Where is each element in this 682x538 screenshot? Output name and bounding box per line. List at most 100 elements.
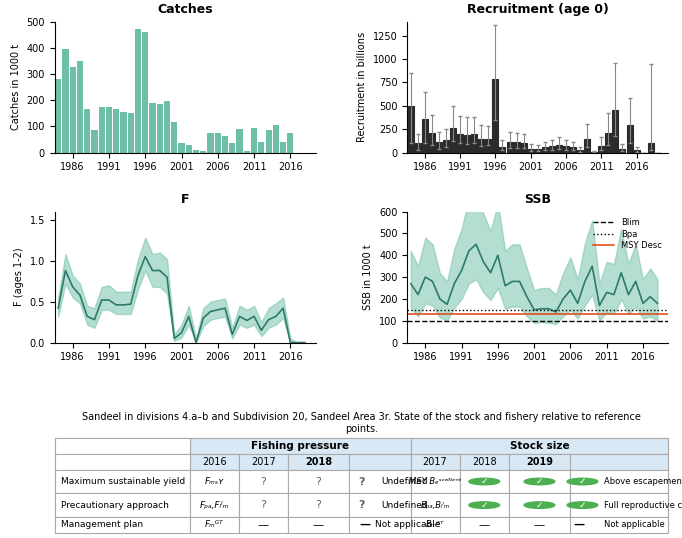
Title: F: F [181,193,190,206]
Text: —: — [313,520,324,530]
Text: Management plan: Management plan [61,520,143,529]
Bar [84,109,90,153]
Bar [135,30,141,153]
Bar [460,493,509,517]
Text: —: — [258,520,269,530]
Bar [222,136,228,153]
Bar [239,454,288,470]
Bar [460,454,509,470]
Bar [549,146,555,153]
Bar [436,142,442,153]
Bar [190,454,239,470]
Y-axis label: SSB in 1000 t: SSB in 1000 t [364,244,373,310]
Text: ✓: ✓ [579,500,586,509]
Bar [258,142,265,153]
Text: ✓: ✓ [579,477,586,486]
Text: ✓: ✓ [536,500,543,509]
Bar [237,129,243,153]
Text: Sandeel in divisions 4.a–b and Subdivision 20, Sandeel Area 3r. State of the sto: Sandeel in divisions 4.a–b and Subdivisi… [82,412,641,434]
Bar [570,454,668,470]
Bar [265,130,271,153]
Bar [288,493,349,517]
Bar [460,470,509,493]
Bar [280,142,286,153]
Bar [598,146,604,153]
Text: ✓: ✓ [481,500,488,509]
Bar [542,147,548,153]
Text: —: — [359,520,370,530]
Bar [243,151,250,153]
Bar [190,438,411,454]
Bar [106,107,112,153]
Text: Maximum sustainable yield: Maximum sustainable yield [61,477,185,486]
Bar [478,139,484,153]
Title: Catches: Catches [158,3,213,16]
Bar [55,517,190,533]
Bar [349,454,411,470]
Bar [128,114,134,153]
Bar [121,112,127,153]
Bar [421,119,428,153]
Bar [411,493,460,517]
Bar [464,135,470,153]
Bar [411,438,668,454]
Bar [239,470,288,493]
Bar [164,102,170,153]
Text: Undefined: Undefined [381,500,428,509]
Text: Above escapement: Above escapement [604,477,682,486]
Bar [408,106,414,153]
Bar [509,454,570,470]
Bar [619,149,625,153]
Y-axis label: Catches in 1000 t: Catches in 1000 t [11,44,20,130]
Bar [492,79,499,153]
Bar [486,139,491,153]
Text: Bₘᴳᵀ: Bₘᴳᵀ [426,520,444,529]
Bar [563,146,569,153]
Circle shape [469,502,499,508]
Text: —: — [479,520,490,530]
Bar [509,517,570,533]
Bar [411,454,460,470]
Text: ✓: ✓ [536,477,543,486]
Bar [634,150,640,153]
Legend: Blim, Bpa, MSY Desc: Blim, Bpa, MSY Desc [591,216,664,253]
Circle shape [567,502,597,508]
Text: 2018: 2018 [472,457,496,467]
Bar [190,470,239,493]
Bar [190,517,239,533]
Bar [528,149,534,153]
Text: Fₘₛʏ: Fₘₛʏ [205,477,224,486]
Text: Full reproductive capacity: Full reproductive capacity [604,500,682,509]
Bar [186,145,192,153]
Bar [55,470,190,493]
Text: Fₚₐ,Fₗᴵₘ: Fₚₐ,Fₗᴵₘ [200,500,228,509]
Bar [443,140,449,153]
Bar [648,143,654,153]
Bar [520,143,527,153]
Bar [429,133,435,153]
Bar [239,517,288,533]
Bar [55,438,190,454]
Bar [251,128,257,153]
Bar [415,143,421,153]
Text: ?: ? [261,477,266,486]
Bar [460,517,509,533]
Bar [535,150,541,153]
Text: Not applicable: Not applicable [604,520,665,529]
Bar [499,147,505,153]
Bar [288,517,349,533]
Bar [193,150,199,153]
Bar [77,61,83,153]
Text: ?: ? [358,477,365,486]
Bar [606,133,611,153]
Text: 2017: 2017 [423,457,447,467]
Bar [584,139,590,153]
Text: Stock size: Stock size [509,441,569,451]
Bar [570,470,668,493]
Title: SSB: SSB [524,193,551,206]
Bar [288,454,349,470]
Text: Fₘᴳᵀ: Fₘᴳᵀ [205,520,224,529]
Title: Recruitment (age 0): Recruitment (age 0) [466,3,609,16]
Text: —: — [534,520,545,530]
Bar [411,470,460,493]
